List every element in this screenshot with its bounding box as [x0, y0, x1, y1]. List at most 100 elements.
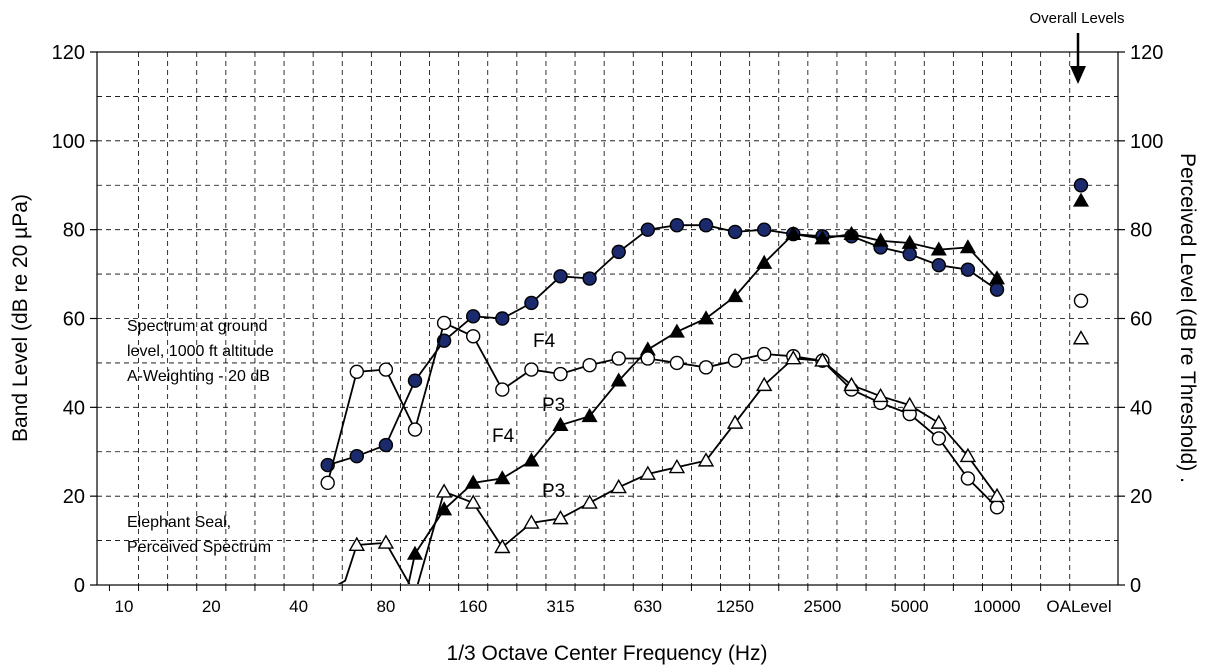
data-point: [610, 478, 627, 494]
data-point: [524, 295, 539, 311]
data-point: [464, 494, 482, 509]
y-tick-label: 80: [63, 220, 85, 242]
spectrum-note-line-2: level, 1000 ft altitude: [127, 343, 274, 360]
data-point: [668, 323, 685, 338]
overall-levels-markers: [1072, 178, 1090, 345]
data-point: [640, 222, 655, 237]
data-point: [349, 364, 364, 379]
y2-tick-label: 40: [1130, 397, 1152, 419]
data-point: [436, 315, 452, 331]
y-tick-label: 60: [63, 309, 85, 331]
y-tick-label: 20: [63, 486, 85, 508]
data-point: [611, 244, 626, 260]
data-point: [553, 269, 568, 284]
data-point: [639, 465, 657, 480]
data-point: [930, 414, 948, 429]
data-point: [901, 234, 918, 249]
series-3: [337, 350, 1006, 584]
data-point: [1073, 293, 1089, 308]
data-point: [377, 534, 395, 549]
data-point: [727, 353, 743, 368]
y-tick-label: 100: [52, 131, 85, 153]
series-line: [407, 233, 998, 584]
y2-tick-label: 20: [1130, 486, 1152, 508]
data-point: [727, 288, 744, 303]
data-point: [726, 414, 744, 429]
data-point: [553, 366, 568, 382]
data-point: [494, 470, 511, 485]
data-point: [931, 431, 946, 446]
data-point: [524, 362, 539, 377]
x-tick-label: 40: [289, 597, 308, 616]
y-axis-right: 0 20 40 60 80 100 120: [1118, 42, 1163, 597]
x-tick-label: 10: [115, 597, 134, 616]
data-point: [435, 483, 453, 498]
y2-tick-label: 0: [1130, 575, 1141, 597]
data-point: [495, 382, 510, 397]
y-tick-label: 0: [74, 575, 85, 597]
y2-tick-label: 120: [1130, 42, 1163, 64]
y2-axis-title: Perceived Level (dB re Threshold) .: [1176, 153, 1199, 483]
data-point: [727, 224, 743, 240]
data-point: [697, 310, 715, 325]
data-point: [407, 373, 423, 388]
arrow-down-icon: [1070, 33, 1086, 84]
data-point: [843, 376, 860, 392]
data-point: [1072, 192, 1090, 207]
data-point: [698, 360, 714, 375]
y2-tick-label: 100: [1130, 131, 1163, 153]
x-tick-label: 630: [634, 597, 662, 616]
seal-note-line-1: Elephant Seal,: [127, 514, 231, 531]
data-point: [348, 536, 366, 551]
data-point: [698, 218, 714, 233]
x-tick-label: 5000: [891, 597, 929, 616]
data-point: [989, 282, 1005, 297]
data-point: [465, 474, 482, 489]
data-point: [581, 494, 598, 509]
label-f4-lower: F4: [492, 426, 515, 447]
data-point: [349, 448, 364, 464]
label-p3-lower: P3: [542, 481, 565, 502]
data-point: [960, 471, 976, 486]
data-point: [669, 218, 685, 233]
data-point: [959, 239, 976, 254]
data-point: [581, 408, 598, 423]
data-point: [552, 416, 569, 431]
data-point: [466, 329, 481, 344]
data-point: [785, 225, 802, 240]
data-point: [494, 538, 511, 554]
data-point: [756, 254, 773, 269]
data-point: [611, 351, 626, 366]
data-point: [989, 500, 1005, 515]
data-point: [1072, 330, 1090, 345]
x-tick-label: 1250: [716, 597, 754, 616]
data-point: [552, 509, 569, 525]
x-tick-label: 80: [376, 597, 395, 616]
label-f4-upper: F4: [533, 331, 556, 352]
data-point: [669, 355, 685, 371]
data-point: [406, 545, 424, 560]
data-point: [757, 222, 772, 237]
data-point: [901, 396, 918, 412]
data-point: [668, 458, 686, 474]
y2-tick-label: 80: [1130, 220, 1152, 242]
data-point: [523, 452, 540, 467]
y2-tick-label: 60: [1130, 309, 1152, 331]
spectrum-note-line-1: Spectrum at ground: [127, 318, 268, 335]
grid-lines: [97, 52, 1118, 585]
data-point: [466, 309, 481, 324]
data-point: [378, 362, 394, 377]
data-point: [785, 350, 802, 365]
y-tick-label: 40: [63, 397, 85, 419]
data-point: [610, 372, 627, 387]
data-point: [436, 501, 453, 516]
x-axis-title: 1/3 Octave Center Frequency (Hz): [447, 642, 768, 665]
data-point: [988, 270, 1006, 285]
series-1: [406, 225, 1006, 584]
x-tick-label: 160: [459, 597, 487, 616]
data-point: [959, 447, 977, 463]
y-tick-label: 120: [52, 42, 85, 64]
data-point: [814, 352, 831, 367]
x-tick-label: 315: [546, 597, 574, 616]
